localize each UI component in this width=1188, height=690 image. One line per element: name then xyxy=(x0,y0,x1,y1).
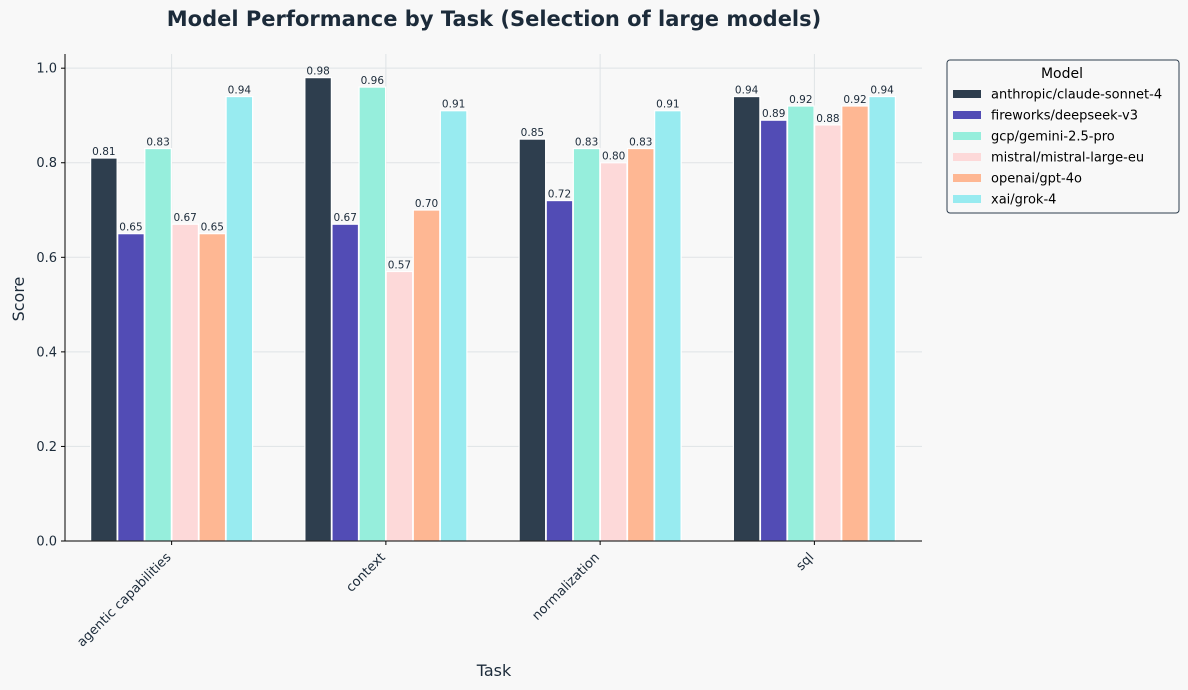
bar xyxy=(814,124,842,542)
bar-value-label: 0.72 xyxy=(548,189,571,201)
y-ticks: 0.0 0.2 0.4 0.6 0.8 1.0 xyxy=(36,62,65,550)
axes xyxy=(64,54,922,542)
bars xyxy=(90,77,896,542)
bar xyxy=(626,147,655,542)
bar-value-label: 0.91 xyxy=(442,99,465,111)
x-ticks: agentic capabilities context normalization… xyxy=(75,541,817,650)
legend-swatch xyxy=(953,111,981,119)
legend-entry: fireworks/deepseek-v3 xyxy=(991,109,1138,124)
x-tick-label: context xyxy=(343,550,388,595)
x-axis-label: Task xyxy=(476,661,512,680)
bar xyxy=(572,147,601,542)
legend-entry: openai/gpt-4o xyxy=(991,172,1082,187)
y-tick-label: 0.0 xyxy=(36,535,57,550)
x-tick-label: normalization xyxy=(530,550,603,623)
x-tick-label: agentic capabilities xyxy=(75,550,175,650)
bar xyxy=(759,119,788,542)
chart-title: Model Performance by Task (Selection of … xyxy=(167,7,821,31)
legend-box xyxy=(946,59,1180,214)
bar-value-label: 0.94 xyxy=(870,85,894,97)
bar-value-label: 0.70 xyxy=(415,198,438,210)
legend-entry: gcp/gemini-2.5-pro xyxy=(991,130,1115,145)
bar-value-label: 0.57 xyxy=(388,259,411,271)
bar xyxy=(439,110,468,542)
y-tick-label: 0.4 xyxy=(36,345,57,360)
bar xyxy=(171,223,200,542)
legend-title: Model xyxy=(1041,66,1083,82)
legend-entry: xai/grok-4 xyxy=(991,193,1056,208)
bar-value-label: 0.85 xyxy=(521,127,544,139)
bar xyxy=(518,138,547,542)
bar-value-label: 0.83 xyxy=(575,137,598,149)
bar-labels: 0.81 0.98 0.85 0.94 0.65 0.67 0.72 0.89 0.83 0.96… xyxy=(92,66,894,272)
bar xyxy=(412,209,441,542)
bar-value-label: 0.65 xyxy=(201,222,224,234)
y-tick-label: 0.6 xyxy=(36,251,57,266)
bar-value-label: 0.80 xyxy=(602,151,625,163)
y-tick-label: 0.2 xyxy=(36,440,57,455)
bar-value-label: 0.67 xyxy=(334,212,357,224)
bar xyxy=(545,199,574,542)
bar xyxy=(732,95,761,542)
x-tick-label: sql xyxy=(793,550,817,574)
bar-value-label: 0.91 xyxy=(656,99,679,111)
legend-swatch xyxy=(953,174,981,182)
bar xyxy=(654,110,682,542)
bar xyxy=(841,105,869,542)
bar xyxy=(385,270,414,542)
bar xyxy=(868,95,896,542)
bar-value-label: 0.96 xyxy=(361,75,385,87)
bar xyxy=(786,105,815,542)
legend-swatch xyxy=(953,195,981,203)
bar-value-label: 0.98 xyxy=(306,66,329,78)
bar xyxy=(117,233,145,542)
bar xyxy=(304,77,332,542)
bar-value-label: 0.92 xyxy=(789,94,812,106)
bar-value-label: 0.94 xyxy=(735,85,759,97)
y-axis-label: Score xyxy=(9,277,28,322)
y-tick-label: 1.0 xyxy=(36,62,57,77)
bar-value-label: 0.67 xyxy=(173,212,196,224)
bar-value-label: 0.88 xyxy=(816,113,839,125)
bar xyxy=(198,233,227,542)
bar-value-label: 0.83 xyxy=(629,137,652,149)
bar-value-label: 0.89 xyxy=(762,108,785,120)
legend-swatch xyxy=(953,153,981,161)
y-tick-label: 0.8 xyxy=(36,156,57,171)
bar xyxy=(599,162,628,542)
legend-swatch xyxy=(953,90,981,98)
bar xyxy=(90,157,118,542)
bar xyxy=(225,95,254,542)
legend-swatch xyxy=(953,132,981,140)
bar xyxy=(144,147,172,542)
legend-entry: mistral/mistral-large-eu xyxy=(991,151,1144,166)
legend-entry: anthropic/claude-sonnet-4 xyxy=(991,88,1162,103)
bar xyxy=(358,86,387,542)
bar-value-label: 0.83 xyxy=(146,137,169,149)
bar-value-label: 0.92 xyxy=(843,94,866,106)
bar-value-label: 0.81 xyxy=(92,146,115,158)
bar-value-label: 0.94 xyxy=(228,85,252,97)
bar-value-label: 0.65 xyxy=(119,222,142,234)
legend: Model anthropic/claude-sonnet-4 fireworks… xyxy=(946,59,1180,214)
bar xyxy=(331,223,360,542)
